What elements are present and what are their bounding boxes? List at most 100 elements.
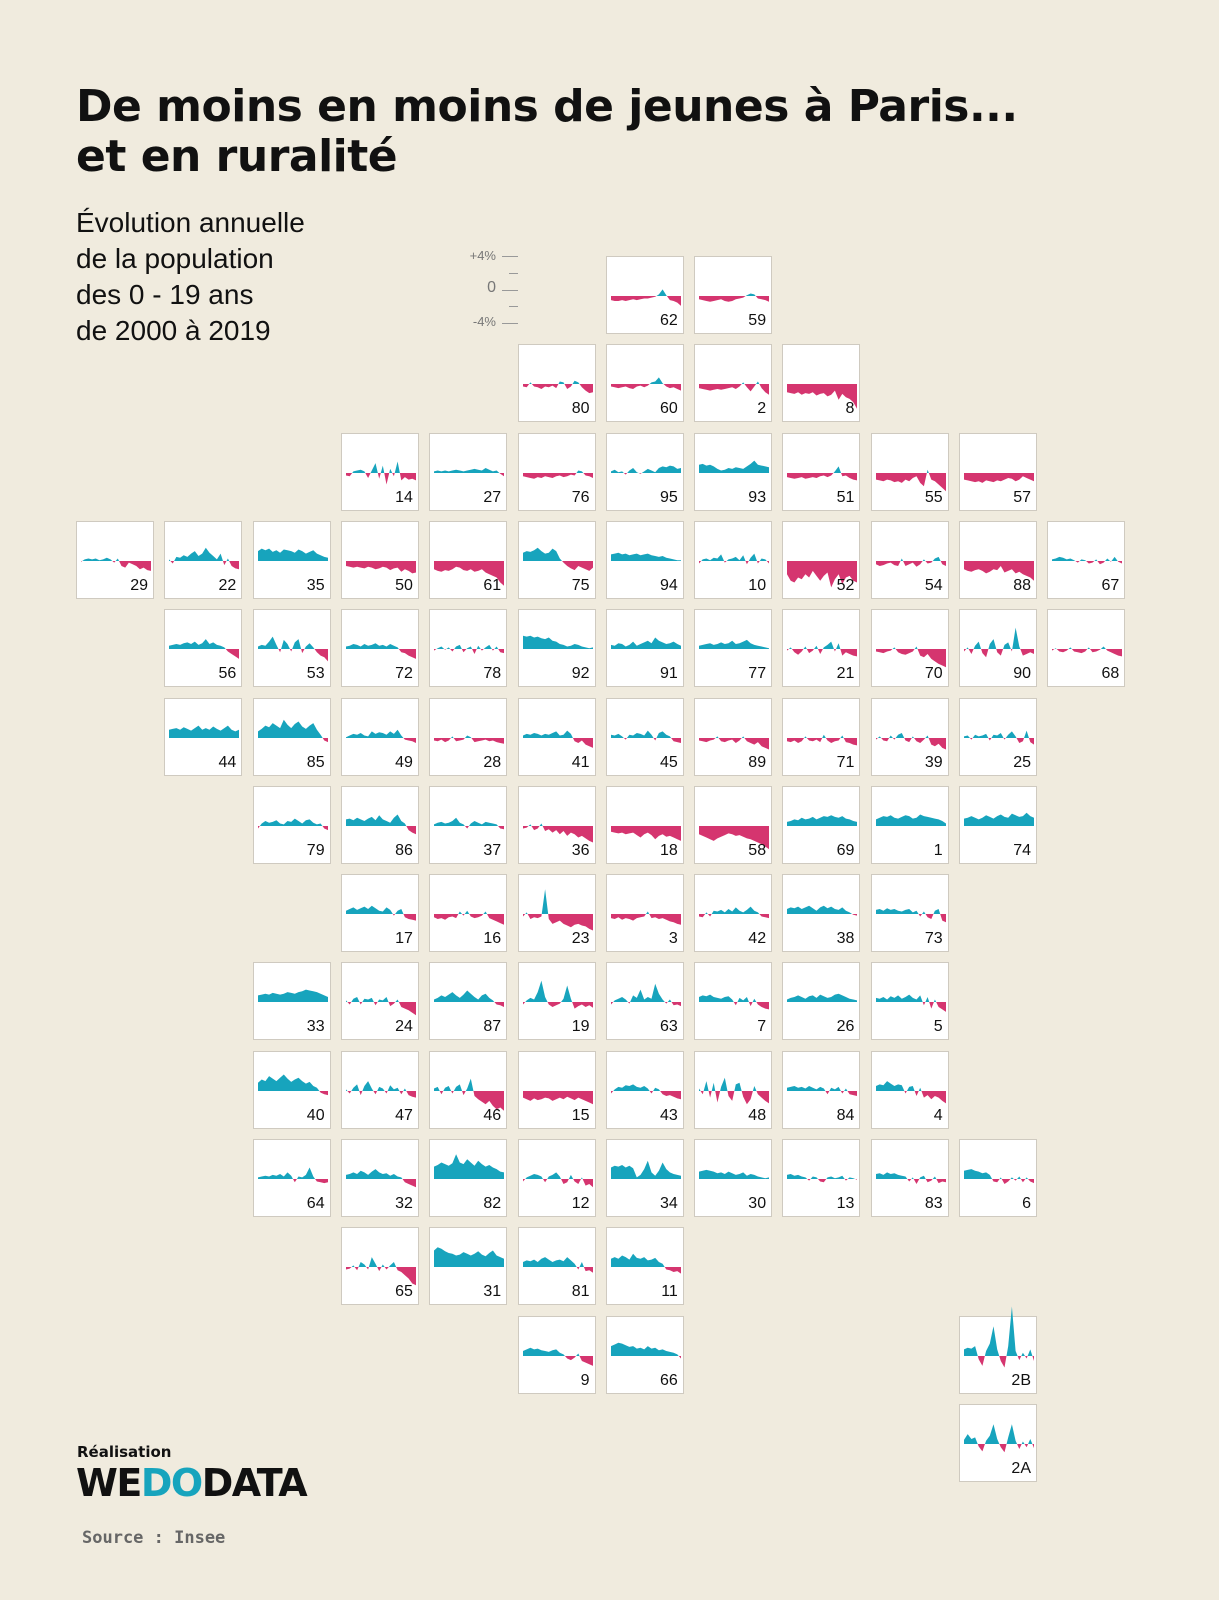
area-negative-15 <box>522 1090 593 1104</box>
departement-tile-4: 4 <box>870 1050 949 1129</box>
area-positive-76 <box>522 470 593 473</box>
sparkline-95 <box>610 465 681 475</box>
departement-code: 86 <box>395 841 413 859</box>
area-positive-81 <box>522 1257 593 1268</box>
departement-code: 6 <box>1022 1195 1031 1212</box>
area-positive-37 <box>434 817 505 826</box>
credit-label: Réalisation <box>77 1443 172 1461</box>
sparkline-24 <box>345 997 416 1016</box>
area-positive-16 <box>434 910 505 915</box>
subtitle-line: Évolution annuelle <box>76 207 305 238</box>
sparkline-75 <box>522 547 593 571</box>
area-positive-91 <box>610 637 681 650</box>
area-positive-49 <box>345 729 416 738</box>
departement-tile-71: 71 <box>782 697 861 776</box>
area-positive-85 <box>257 719 328 738</box>
area-positive-94 <box>610 552 681 561</box>
sparkline-49 <box>345 729 416 743</box>
departement-code: 52 <box>836 576 855 594</box>
sparkline-16 <box>434 910 505 925</box>
sparkline-85 <box>257 719 328 742</box>
chart-subtitle: Évolution annuelle de la population des … <box>76 205 416 349</box>
area-positive-31 <box>434 1247 505 1268</box>
departement-code: 2A <box>1011 1459 1031 1477</box>
sparkline-18 <box>610 825 681 841</box>
departement-tile-69: 69 <box>782 785 861 864</box>
sparkline-69 <box>787 815 858 826</box>
area-negative-56 <box>169 649 240 660</box>
area-negative-57 <box>964 472 1034 483</box>
area-positive-36 <box>522 823 593 826</box>
departement-tile-59: 59 <box>694 256 773 334</box>
area-positive-28 <box>434 735 505 738</box>
departement-tile-46: 46 <box>429 1050 508 1129</box>
area-positive-95 <box>610 465 681 473</box>
area-negative-83 <box>875 1179 946 1184</box>
area-negative-25 <box>964 737 1034 745</box>
departement-tile-1: 1 <box>870 785 949 864</box>
scale-mid-label: 0 <box>487 279 496 296</box>
departement-code: 31 <box>483 1283 502 1301</box>
departement-tile-27: 27 <box>429 432 508 511</box>
departement-code: 16 <box>483 930 502 948</box>
departement-code: 2B <box>1011 1371 1031 1389</box>
sparkline-36 <box>522 823 593 843</box>
subtitle-line: de 2000 à 2019 <box>76 315 271 346</box>
departement-tile-93: 93 <box>694 432 773 511</box>
area-negative-78 <box>434 649 505 655</box>
area-positive-42 <box>699 906 770 915</box>
sparkline-41 <box>522 730 593 748</box>
departement-tile-21: 21 <box>782 609 861 688</box>
departement-code: 90 <box>1013 665 1031 683</box>
sparkline-64 <box>257 1167 328 1184</box>
departement-tile-63: 63 <box>605 962 684 1041</box>
area-negative-54 <box>875 560 946 567</box>
area-positive-11 <box>610 1254 681 1268</box>
departement-code: 75 <box>571 576 590 594</box>
area-positive-22 <box>169 547 240 561</box>
area-positive-40 <box>257 1074 328 1091</box>
sparkline-76 <box>522 470 593 479</box>
area-positive-80 <box>522 380 593 385</box>
area-positive-66 <box>610 1342 681 1356</box>
departement-code: 53 <box>306 665 325 683</box>
departement-tile-40: 40 <box>252 1050 331 1129</box>
area-positive-44 <box>169 725 240 738</box>
sparkline-78 <box>434 645 505 655</box>
departement-tile-89: 89 <box>694 697 773 776</box>
area-positive-10 <box>699 553 770 561</box>
area-positive-26 <box>787 994 858 1003</box>
departement-code: 36 <box>571 841 590 859</box>
departement-tile-2: 2 <box>694 344 773 423</box>
area-positive-7 <box>699 994 770 1003</box>
area-positive-27 <box>434 467 505 473</box>
area-negative-88 <box>964 560 1034 581</box>
area-negative-60 <box>610 384 681 391</box>
departement-code: 18 <box>660 841 678 859</box>
departement-tile-70: 70 <box>870 609 949 688</box>
departement-code: 4 <box>933 1106 943 1124</box>
departement-tile-88: 88 <box>959 520 1037 599</box>
sparkline-4 <box>875 1080 946 1104</box>
departement-code: 41 <box>571 753 590 771</box>
area-positive-87 <box>434 990 505 1003</box>
departement-tile-6: 6 <box>959 1139 1037 1217</box>
departement-code: 50 <box>395 576 413 594</box>
sparkline-39 <box>875 732 946 749</box>
sparkline-55 <box>875 469 946 491</box>
departement-code: 83 <box>924 1195 943 1212</box>
scale-tick <box>509 306 518 307</box>
area-negative-12 <box>522 1179 593 1188</box>
departement-code: 17 <box>395 930 413 948</box>
source-note: Source : Insee <box>82 1528 226 1548</box>
area-negative-63 <box>610 1002 681 1007</box>
departement-tile-75: 75 <box>517 520 596 599</box>
departement-code: 74 <box>1013 841 1031 859</box>
sparkline-82 <box>434 1154 505 1179</box>
sparkline-9 <box>522 1347 593 1366</box>
area-negative-43 <box>610 1090 681 1099</box>
area-negative-50 <box>345 560 416 574</box>
departement-tile-61: 61 <box>429 520 508 599</box>
sparkline-2A <box>964 1424 1034 1453</box>
departement-code: 7 <box>757 1018 767 1036</box>
